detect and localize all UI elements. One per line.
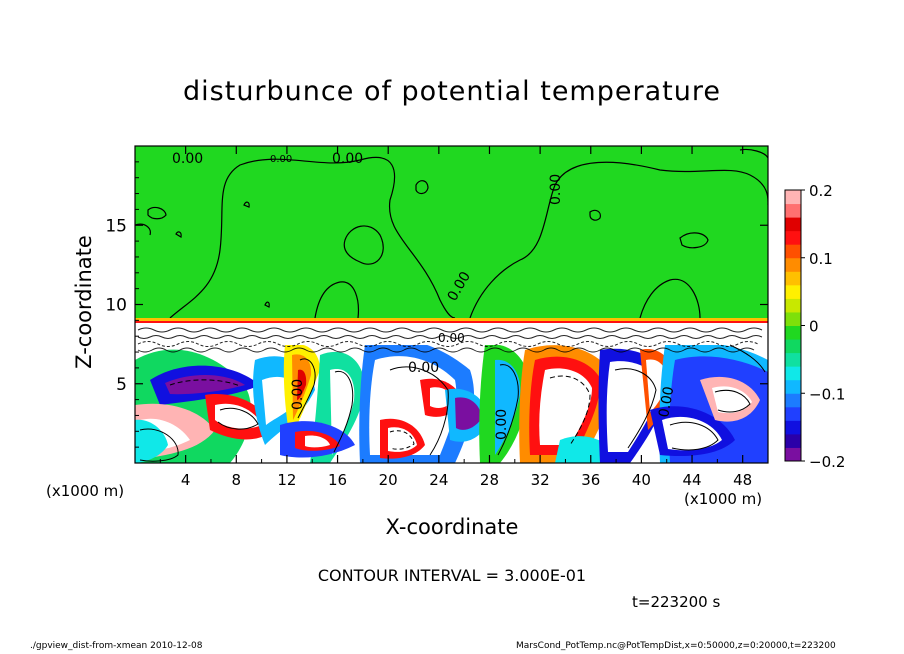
x-axis-label: X-coordinate	[385, 515, 519, 539]
contour-label: 0.00	[438, 331, 465, 345]
colorbar-swatch	[785, 447, 801, 462]
colorbar-tick-label: 0.2	[809, 182, 833, 200]
contour-label: 0.00	[494, 409, 510, 440]
colorbar: 0.2 0.1 0 −0.1 −0.2	[784, 182, 845, 471]
y-tick-label: 15	[105, 216, 127, 236]
colorbar-swatch	[785, 203, 801, 218]
contour-label: 0.00	[408, 360, 439, 376]
colorbar-swatch	[785, 257, 801, 272]
contour-label: 0.00	[332, 151, 363, 167]
contour-lines-lower	[139, 344, 766, 462]
y-axis-label: Z-coordinate	[72, 235, 96, 369]
chart-title: disturbunce of potential temperature	[183, 76, 721, 107]
contour-interval-text: CONTOUR INTERVAL = 3.000E-01	[317, 566, 587, 585]
contour-label: 0.00	[548, 174, 564, 205]
x-tick-label: 4	[181, 471, 191, 489]
colorbar-tick-label: −0.1	[809, 385, 845, 403]
colorbar-swatch	[785, 420, 801, 435]
colorbar-swatch	[785, 271, 801, 286]
contour-labels: 0.00 0.00 0.00 0.00 0.00 0.00 0.00 0.00 …	[172, 151, 677, 440]
contour-label: 0.00	[290, 379, 306, 410]
colorbar-swatch	[785, 366, 801, 381]
colorbar-tick-label: 0.1	[809, 250, 833, 268]
y-axis-unit: (x1000 m)	[46, 482, 125, 500]
colorbar-swatch	[785, 325, 801, 340]
colorbar-swatch	[785, 190, 801, 205]
colorbar-swatch	[785, 298, 801, 313]
x-axis-unit: (x1000 m)	[684, 490, 763, 508]
y-axis: 5 10 15	[105, 161, 768, 448]
x-tick-label: 48	[733, 471, 752, 489]
heatmap-field	[135, 146, 768, 463]
x-tick-label: 12	[277, 471, 296, 489]
colorbar-swatch	[785, 406, 801, 421]
footer-data-source: MarsCond_PotTemp.nc@PotTempDist,x=0:5000…	[516, 641, 836, 651]
colorbar-swatch	[785, 379, 801, 394]
time-label: t=223200 s	[632, 593, 721, 611]
x-tick-label: 32	[531, 471, 550, 489]
colorbar-swatch	[785, 244, 801, 259]
contour-lines-upper	[135, 148, 768, 318]
colorbar-swatch	[785, 433, 801, 448]
contour-label: 0.00	[172, 151, 203, 167]
colorbar-swatch	[785, 352, 801, 367]
x-tick-label: 20	[379, 471, 398, 489]
y-tick-label: 10	[105, 296, 127, 316]
colorbar-swatch	[785, 284, 801, 299]
footer-script-info: ./gpview_dist-from-xmean 2010-12-08	[30, 641, 203, 651]
x-tick-label: 44	[682, 471, 701, 489]
x-tick-label: 40	[632, 471, 651, 489]
x-tick-label: 24	[429, 471, 448, 489]
colorbar-tick-label: 0	[809, 318, 819, 336]
contour-label: 0.00	[656, 385, 677, 418]
colorbar-swatch	[785, 217, 801, 232]
y-tick-label: 5	[116, 375, 127, 395]
colorbar-swatch	[785, 311, 801, 326]
x-tick-label: 16	[328, 471, 347, 489]
x-tick-label: 28	[480, 471, 499, 489]
contour-label: 0.00	[270, 154, 292, 165]
x-tick-label: 36	[581, 471, 600, 489]
colorbar-swatch	[785, 339, 801, 354]
x-axis: 4 8 12 16 20 24 28 32 36 40 44 48	[159, 146, 752, 489]
colorbar-tick-label: −0.2	[809, 453, 845, 471]
x-tick-label: 8	[232, 471, 242, 489]
colorbar-swatch	[785, 393, 801, 408]
colorbar-swatch	[785, 230, 801, 245]
